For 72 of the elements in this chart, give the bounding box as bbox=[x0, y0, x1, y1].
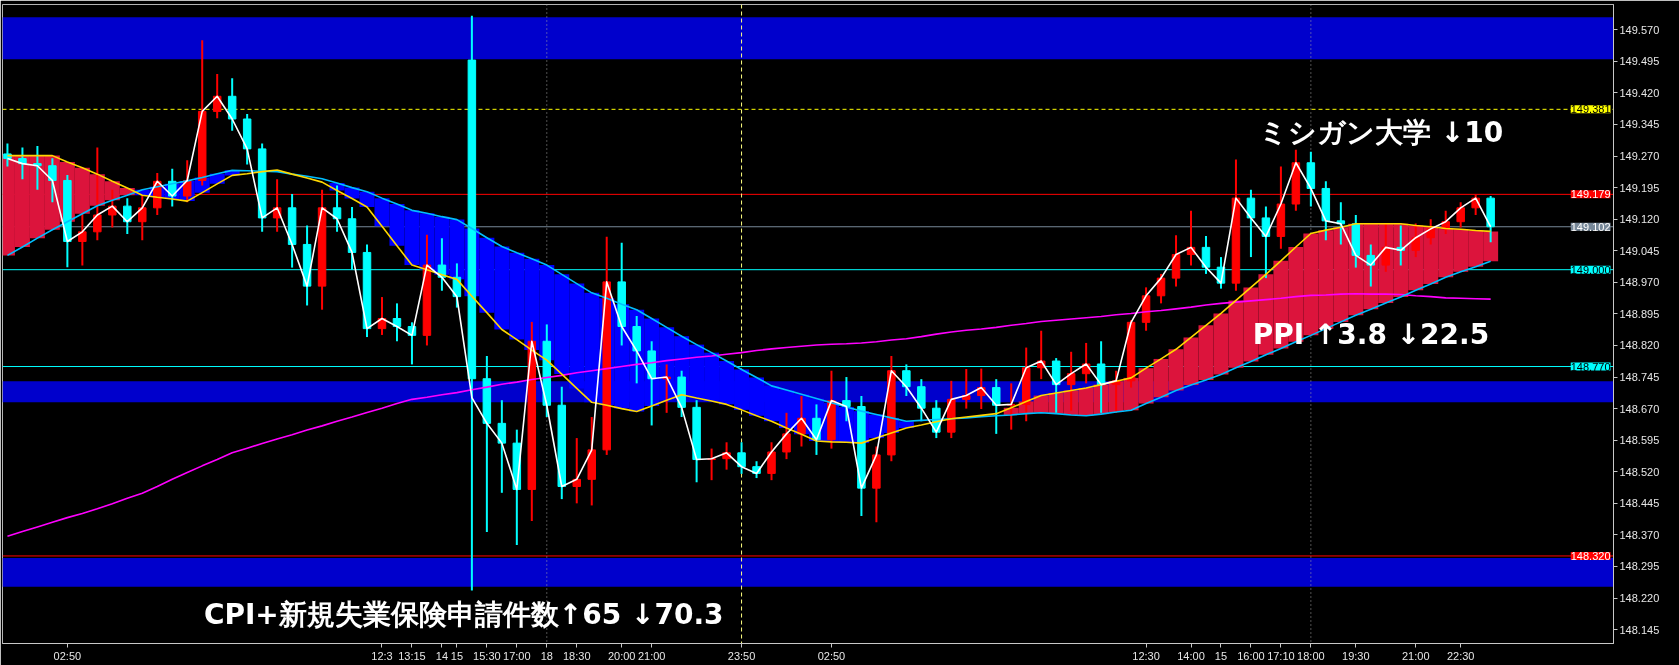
x-tick-label: 14:00 bbox=[1177, 649, 1205, 662]
y-tick-label: 148.895 bbox=[1619, 307, 1660, 320]
x-tick-label: 21:00 bbox=[637, 649, 666, 662]
candlestick bbox=[962, 368, 971, 410]
ref-line-label: 149.102 bbox=[1570, 220, 1611, 233]
candlestick bbox=[1456, 201, 1465, 229]
y-tick-label: 148.220 bbox=[1619, 592, 1660, 605]
x-tick-label: 15 bbox=[450, 649, 464, 662]
y-tick-label: 149.195 bbox=[1619, 181, 1660, 194]
y-tick-label: 148.145 bbox=[1619, 623, 1660, 636]
candlestick bbox=[48, 157, 57, 204]
candlestick bbox=[1381, 222, 1391, 273]
y-tick-label: 148.595 bbox=[1619, 434, 1660, 447]
x-tick-label: 15:30 bbox=[473, 649, 501, 662]
y-tick-label: 149.420 bbox=[1619, 86, 1660, 99]
y-tick-label: 148.670 bbox=[1619, 402, 1660, 415]
y-tick-label: 148.520 bbox=[1619, 465, 1660, 478]
x-tick-label: 12:30 bbox=[1132, 649, 1160, 662]
y-tick-label: 148.745 bbox=[1619, 371, 1660, 384]
ref-line-label: 149.179 bbox=[1570, 188, 1611, 201]
candlestick bbox=[497, 399, 507, 494]
candlestick bbox=[1246, 188, 1256, 259]
y-tick-label: 148.820 bbox=[1619, 339, 1660, 352]
candlestick bbox=[123, 197, 132, 235]
ref-line-label: 148.320 bbox=[1570, 549, 1611, 562]
x-tick-label: 19:30 bbox=[1342, 649, 1370, 662]
y-tick-label: 149.120 bbox=[1619, 213, 1660, 226]
candlestick bbox=[1066, 350, 1076, 412]
candlestick bbox=[227, 77, 237, 132]
x-tick-label: 23:50 bbox=[727, 649, 756, 662]
x-tick-label: 18:30 bbox=[562, 649, 591, 662]
y-tick-label: 148.370 bbox=[1619, 528, 1660, 541]
candlestick bbox=[1411, 222, 1420, 259]
y-tick-label: 148.445 bbox=[1619, 497, 1660, 510]
annotation: ミシガン大学 ↓10 bbox=[1259, 115, 1504, 149]
annotation: PPI ↑3.8 ↓22.5 bbox=[1252, 317, 1490, 351]
candlestick bbox=[93, 146, 102, 242]
x-tick-label: 13:15 bbox=[398, 649, 426, 662]
x-tick-label: 22:30 bbox=[1446, 649, 1475, 662]
line-series bbox=[6, 292, 1492, 537]
y-tick-label: 149.345 bbox=[1619, 118, 1660, 131]
x-tick-label: 14 bbox=[435, 649, 449, 662]
x-tick-label: 15 bbox=[1214, 649, 1228, 662]
y-tick-label: 149.570 bbox=[1619, 23, 1660, 36]
x-tick-label: 12:3 bbox=[371, 649, 393, 662]
candlestick bbox=[572, 437, 581, 505]
candlestick bbox=[917, 378, 926, 423]
candlestick bbox=[782, 411, 791, 461]
x-tick-label: 02:50 bbox=[817, 649, 846, 662]
candlestick bbox=[1426, 218, 1435, 246]
x-tick-label: 18:00 bbox=[1297, 649, 1325, 662]
y-tick-label: 148.970 bbox=[1619, 276, 1660, 289]
candlestick bbox=[992, 378, 1001, 435]
x-tick-label: 21:00 bbox=[1401, 649, 1430, 662]
x-tick-label: 17:10 bbox=[1267, 649, 1295, 662]
y-tick-label: 149.495 bbox=[1619, 55, 1660, 68]
ref-line-label: 149.000 bbox=[1570, 263, 1611, 276]
y-tick-label: 148.295 bbox=[1619, 560, 1660, 573]
candlestick bbox=[737, 441, 746, 475]
y-tick-label: 149.045 bbox=[1619, 244, 1660, 257]
x-tick-label: 17:00 bbox=[503, 649, 531, 662]
x-tick-label: 20:00 bbox=[607, 649, 636, 662]
x-tick-label: 16:00 bbox=[1237, 649, 1265, 662]
candlestick bbox=[3, 142, 12, 168]
y-tick-label: 149.270 bbox=[1619, 150, 1660, 163]
candlestick bbox=[138, 195, 147, 242]
candlestick bbox=[767, 441, 776, 482]
ref-line-label: 149.381 bbox=[1570, 103, 1611, 116]
annotation: CPI+新規失業保険申請件数↑65 ↓70.3 bbox=[203, 598, 724, 632]
x-tick-label: 02:50 bbox=[53, 649, 82, 662]
x-tick-label: 18 bbox=[540, 649, 553, 662]
ref-line-label: 148.770 bbox=[1570, 360, 1611, 373]
